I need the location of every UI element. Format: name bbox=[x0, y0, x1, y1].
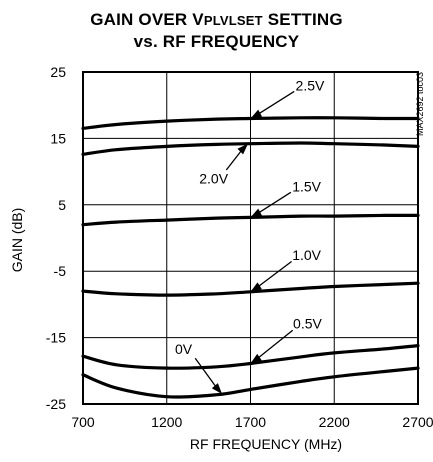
x-axis-label: RF FREQUENCY (MHz) bbox=[190, 436, 342, 452]
series-line-2_0V bbox=[81, 141, 420, 156]
curve-label-2_0V: 2.0V bbox=[199, 171, 228, 187]
y-tick-label: 25 bbox=[50, 64, 66, 80]
series-line-1_5V bbox=[81, 213, 420, 227]
y-axis-label: GAIN (dB) bbox=[9, 208, 25, 273]
curve-label-1_0V: 1.0V bbox=[292, 247, 321, 263]
annotation-arrow-line bbox=[225, 149, 243, 171]
x-tick-label: 1200 bbox=[151, 414, 182, 430]
x-tick-label: 2200 bbox=[319, 414, 350, 430]
annotation-arrowhead bbox=[250, 282, 262, 292]
annotation-arrow-line bbox=[257, 191, 292, 215]
chart-title-subscript: PLVLSET bbox=[203, 13, 263, 28]
x-tick-label: 2700 bbox=[402, 414, 433, 430]
chart-title: GAIN OVER VPLVLSET SETTING bbox=[90, 10, 343, 29]
annotation-arrow-line bbox=[194, 357, 218, 389]
annotation-arrow-line bbox=[256, 260, 292, 288]
annotation-arrowhead bbox=[211, 383, 223, 395]
curve-label-1_5V: 1.5V bbox=[292, 179, 321, 195]
y-tick-label: 5 bbox=[58, 197, 66, 213]
series-line-0_5V bbox=[81, 344, 420, 370]
y-tick-label: 15 bbox=[50, 130, 66, 146]
y-tick-label: -25 bbox=[46, 396, 66, 412]
figure-id-label: MAX2692 toc03 bbox=[415, 72, 425, 136]
series-line-0V bbox=[81, 366, 420, 399]
curve-label-2_5V: 2.5V bbox=[296, 78, 325, 94]
series-line-1_0V bbox=[81, 281, 420, 297]
annotation-arrowhead bbox=[250, 353, 262, 364]
series-line-2_5V bbox=[81, 116, 420, 130]
chart-subtitle: vs. RF FREQUENCY bbox=[133, 32, 300, 51]
annotation-arrowhead bbox=[250, 109, 263, 119]
annotation-arrowhead bbox=[237, 143, 248, 155]
y-tick-label: -15 bbox=[46, 330, 66, 346]
annotation-arrow-line bbox=[257, 90, 295, 116]
curve-label-0_5V: 0.5V bbox=[293, 315, 322, 331]
annotation-arrowhead bbox=[250, 208, 263, 218]
curve-label-0V: 0V bbox=[175, 341, 193, 357]
plot-frame bbox=[82, 71, 419, 405]
x-tick-label: 700 bbox=[71, 414, 95, 430]
annotation-arrow-line bbox=[256, 329, 294, 360]
x-tick-label: 1700 bbox=[235, 414, 266, 430]
y-tick-label: -5 bbox=[54, 263, 67, 279]
